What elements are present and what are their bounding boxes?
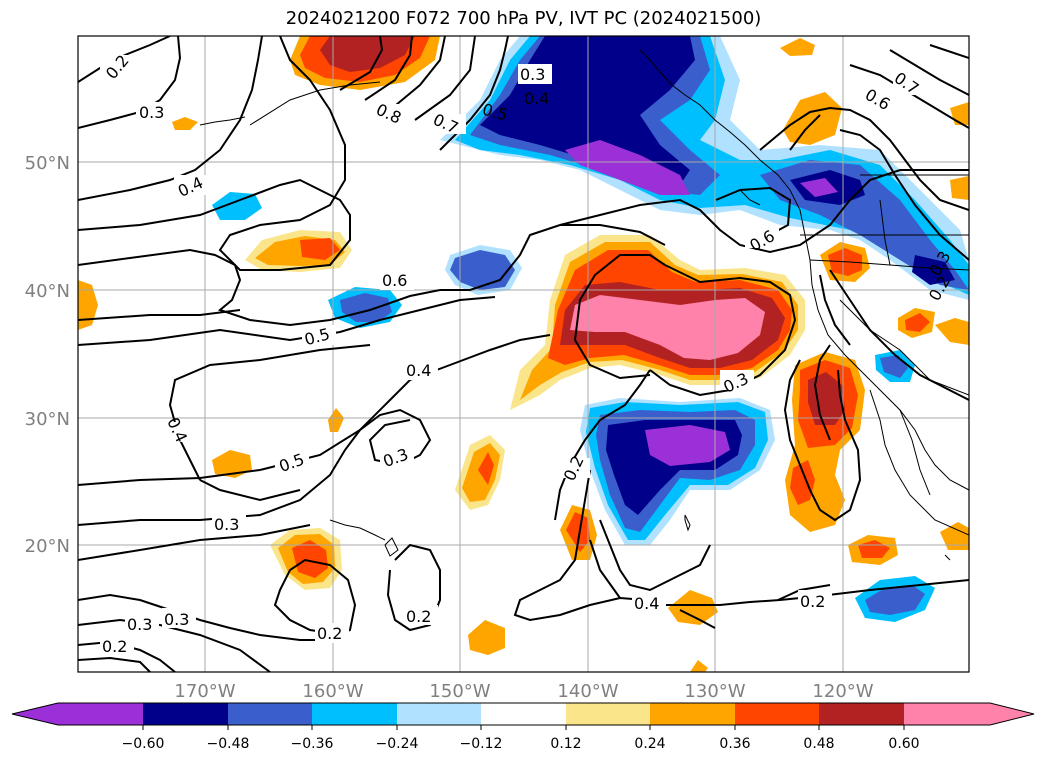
contour-label: 0.2 — [102, 637, 127, 656]
ivt-shading — [78, 36, 969, 672]
contour-label: 0.4 — [524, 89, 549, 108]
contour-label: 0.3 — [520, 65, 545, 84]
colorbar-outline — [11, 702, 1035, 726]
graticule — [78, 36, 969, 672]
colorbar-segment — [228, 703, 312, 725]
colorbar-ticks: −0.60 −0.48 −0.36 −0.24 −0.12 0.12 0.24 … — [122, 736, 920, 752]
colorbar-segment — [143, 703, 228, 725]
colorbar-segment — [566, 703, 650, 725]
lon-tick-label: 120°W — [812, 681, 873, 702]
axis-labels: 170°W 160°W 150°W 140°W 130°W 120°W 50°N… — [25, 153, 874, 702]
colorbar-fills — [12, 703, 1034, 725]
colorbar-segment — [650, 703, 735, 725]
lat-tick-label: 40°N — [25, 281, 70, 302]
contour-label: 0.4 — [634, 594, 659, 613]
colorbar-tick-label: 0.12 — [550, 736, 581, 752]
contour-label: 0.4 — [406, 361, 431, 380]
colorbar-tick-marks — [142, 725, 905, 730]
lon-tick-label: 140°W — [557, 681, 618, 702]
map-title: 2024021200 F072 700 hPa PV, IVT PC (2024… — [285, 8, 762, 29]
colorbar-tick-label: −0.24 — [376, 736, 419, 752]
contour-label: 0.2 — [800, 592, 825, 611]
colorbar-tick-label: 0.24 — [634, 736, 665, 752]
colorbar-segment — [819, 703, 904, 725]
contour-label: 0.2 — [317, 624, 342, 643]
colorbar-tick-label: −0.48 — [207, 736, 250, 752]
colorbar-segment — [12, 703, 143, 725]
contour-label: 0.6 — [382, 271, 407, 290]
colorbar-tick-label: 0.36 — [719, 736, 750, 752]
contour-label: 0.3 — [214, 515, 239, 534]
colorbar-segment — [481, 703, 566, 725]
contour-label: 0.2 — [406, 607, 431, 626]
colorbar-tick-label: −0.12 — [460, 736, 503, 752]
lon-tick-label: 160°W — [302, 681, 363, 702]
colorbar: −0.60 −0.48 −0.36 −0.24 −0.12 0.12 0.24 … — [11, 702, 1035, 752]
map-frame — [77, 35, 970, 673]
lat-tick-label: 30°N — [25, 409, 70, 430]
contour-label-group: 0.2 0.3 0.4 0.3 0.4 0.5 0.8 0.7 0.6 0.7 … — [100, 51, 955, 656]
colorbar-tick-label: 0.48 — [803, 736, 834, 752]
pv-contours — [78, 36, 969, 672]
contour-label: 0.3 — [127, 615, 152, 634]
contour-label: 0.3 — [164, 610, 189, 629]
lon-tick-label: 170°W — [174, 681, 235, 702]
lat-tick-label: 20°N — [25, 536, 70, 557]
colorbar-segment — [397, 703, 481, 725]
coastlines — [199, 49, 969, 561]
lon-tick-label: 150°W — [429, 681, 490, 702]
colorbar-segment — [312, 703, 397, 725]
contour-label: 0.3 — [139, 103, 164, 122]
colorbar-segment — [735, 703, 819, 725]
lon-tick-label: 130°W — [684, 681, 745, 702]
colorbar-tick-label: 0.60 — [888, 736, 919, 752]
lat-tick-label: 50°N — [25, 153, 70, 174]
colorbar-segment — [904, 703, 1034, 725]
colorbar-tick-label: −0.60 — [122, 736, 165, 752]
colorbar-tick-label: −0.36 — [291, 736, 334, 752]
